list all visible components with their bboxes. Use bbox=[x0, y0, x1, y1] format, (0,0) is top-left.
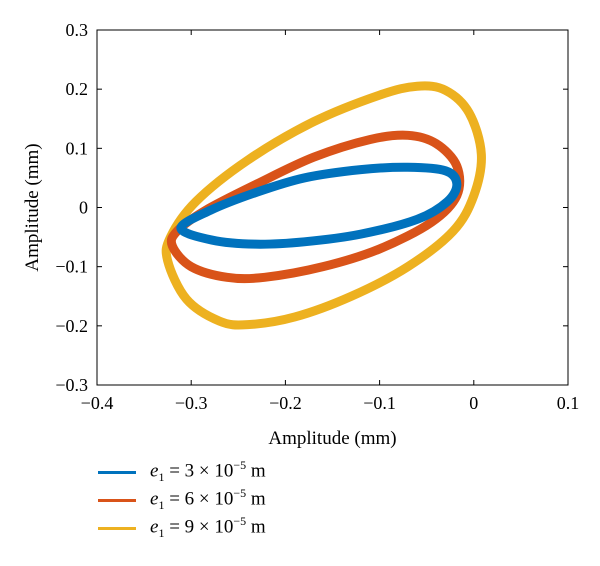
series-line-2 bbox=[166, 130, 465, 284]
chart: −0.4 −0.3 −0.2 −0.1 0 0.1−0.3−0.2−0.100.10.20… bbox=[22, 20, 579, 449]
y-tick-label: −0.1 bbox=[55, 257, 88, 277]
y-tick-label: −0.2 bbox=[55, 316, 88, 336]
x-tick-label: −0.3 bbox=[175, 393, 208, 413]
legend-label-3: e1 = 9 × 10−5 m bbox=[150, 514, 266, 541]
y-tick-label: −0.3 bbox=[55, 375, 88, 395]
legend-label-2: e1 = 6 × 10−5 m bbox=[150, 486, 266, 513]
y-axis-label: Amplitude (mm) bbox=[22, 143, 43, 271]
x-axis-label: Amplitude (mm) bbox=[268, 428, 396, 449]
series-line-1 bbox=[176, 162, 462, 249]
legend-item: e1 = 3 × 10−5 m bbox=[98, 458, 266, 486]
plot-frame bbox=[96, 29, 569, 386]
legend-label-1: e1 = 3 × 10−5 m bbox=[150, 458, 266, 485]
x-tick-label: −0.2 bbox=[269, 393, 302, 413]
series-layer bbox=[161, 81, 486, 330]
legend: e1 = 3 × 10−5 m e1 = 6 × 10−5 m e1 = 9 ×… bbox=[98, 458, 266, 542]
y-tick-label: 0.3 bbox=[66, 20, 89, 40]
legend-item: e1 = 6 × 10−5 m bbox=[98, 486, 266, 514]
x-tick-label: −0.1 bbox=[363, 393, 396, 413]
legend-swatch-1 bbox=[98, 470, 136, 474]
tick-layer: −0.4 −0.3 −0.2 −0.1 0 0.1−0.3−0.2−0.100.10.20… bbox=[55, 20, 579, 413]
y-tick-label: 0 bbox=[79, 198, 88, 218]
series-line-3 bbox=[161, 81, 486, 330]
legend-swatch-2 bbox=[98, 498, 136, 502]
x-tick-label: 0 bbox=[469, 393, 478, 413]
legend-swatch-3 bbox=[98, 526, 136, 530]
legend-item: e1 = 9 × 10−5 m bbox=[98, 514, 266, 542]
x-tick-label: −0.4 bbox=[81, 393, 114, 413]
y-tick-label: 0.1 bbox=[66, 138, 89, 158]
y-tick-label: 0.2 bbox=[66, 79, 89, 99]
x-tick-label: 0.1 bbox=[557, 393, 580, 413]
